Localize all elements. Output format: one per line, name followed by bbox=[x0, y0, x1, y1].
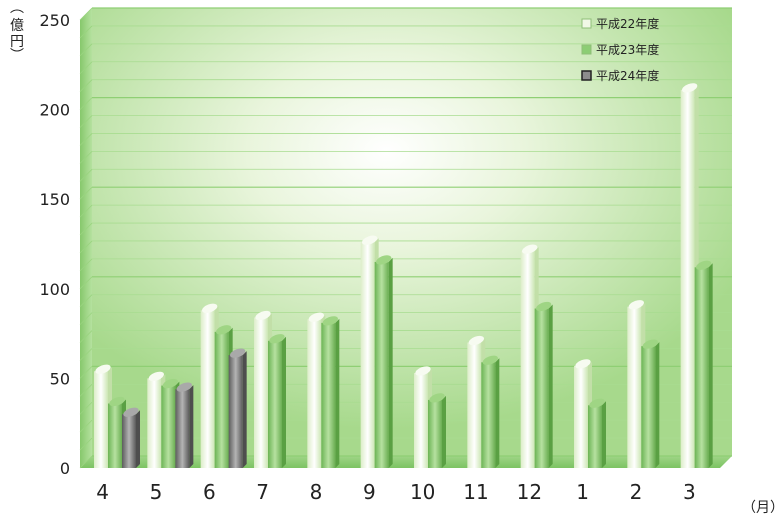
bar bbox=[694, 260, 713, 468]
x-tick-label: 5 bbox=[150, 480, 163, 504]
bar bbox=[588, 398, 606, 468]
gridline-side bbox=[79, 312, 93, 325]
bar bbox=[321, 316, 340, 468]
y-tick-label: 50 bbox=[50, 369, 70, 388]
svg-text:億: 億 bbox=[10, 18, 24, 34]
bar bbox=[481, 355, 500, 468]
y-tick-label: 200 bbox=[39, 101, 70, 120]
x-tick-label: 3 bbox=[683, 480, 696, 504]
gridline-side bbox=[79, 258, 93, 272]
gridline-side bbox=[79, 43, 93, 57]
bar bbox=[428, 393, 446, 468]
x-axis-unit: （月） bbox=[742, 500, 776, 516]
bar bbox=[268, 334, 286, 468]
gridlines bbox=[79, 7, 732, 469]
gridline-side bbox=[79, 330, 93, 343]
gridline-side bbox=[79, 348, 93, 361]
gridline-side bbox=[79, 276, 93, 290]
gridline-side bbox=[79, 437, 93, 451]
gridline-side bbox=[79, 366, 93, 379]
x-tick-label: 8 bbox=[310, 480, 323, 504]
x-tick-label: 9 bbox=[363, 480, 376, 504]
gridline-side bbox=[79, 419, 93, 433]
y-tick-label: 150 bbox=[39, 190, 70, 209]
legend-swatch bbox=[581, 18, 592, 29]
gridline-side bbox=[79, 204, 93, 218]
gridline-side bbox=[79, 115, 93, 128]
svg-text:円: 円 bbox=[10, 34, 24, 50]
gridline-side bbox=[79, 222, 93, 236]
svg-text:︵: ︵ bbox=[10, 0, 24, 16]
y-tick-label: 100 bbox=[39, 280, 70, 299]
bar bbox=[175, 382, 194, 468]
y-tick-label: 250 bbox=[39, 11, 70, 30]
bar bbox=[534, 301, 553, 468]
y-axis-title: ︵ 億 円 ︶ bbox=[10, 0, 24, 64]
bar bbox=[122, 407, 140, 468]
x-tick-label: 10 bbox=[410, 480, 435, 504]
bar bbox=[374, 255, 393, 468]
x-axis-ticks: 4 5 6 7 8 9 10 11 12 1 2 3 bbox=[96, 480, 695, 504]
x-tick-label: 11 bbox=[463, 480, 488, 504]
y-tick-label: 0 bbox=[60, 459, 70, 478]
legend-swatch bbox=[581, 44, 592, 55]
x-tick-label: 4 bbox=[96, 480, 109, 504]
x-tick-label: 12 bbox=[517, 480, 542, 504]
gridline-side bbox=[79, 25, 93, 39]
legend-label: 平成24年度 bbox=[596, 68, 659, 83]
legend-swatch bbox=[581, 70, 592, 81]
gridline-side bbox=[79, 151, 93, 164]
gridline-side bbox=[79, 455, 93, 469]
gridline-side bbox=[79, 240, 93, 254]
gridline-side bbox=[79, 384, 93, 397]
svg-text:︶: ︶ bbox=[10, 48, 24, 64]
bars bbox=[94, 83, 713, 468]
x-tick-label: 6 bbox=[203, 480, 216, 504]
legend-label: 平成23年度 bbox=[596, 42, 659, 57]
x-tick-label: 7 bbox=[256, 480, 269, 504]
x-tick-label: 1 bbox=[576, 480, 589, 504]
x-tick-label: 2 bbox=[630, 480, 643, 504]
gridline-side bbox=[79, 7, 93, 21]
gridline-side bbox=[79, 294, 93, 308]
gridline-side bbox=[79, 79, 93, 92]
gridline-side bbox=[79, 133, 93, 146]
bar bbox=[228, 348, 247, 468]
gridline-side bbox=[79, 168, 93, 182]
gridline-side bbox=[79, 97, 93, 110]
gridline-side bbox=[79, 61, 93, 75]
bar bbox=[641, 339, 660, 468]
y-axis-ticks: 0 50 100 150 200 250 bbox=[39, 11, 70, 478]
gridline-side bbox=[79, 186, 93, 200]
legend-label: 平成22年度 bbox=[596, 16, 659, 31]
gridline-side bbox=[79, 401, 93, 415]
